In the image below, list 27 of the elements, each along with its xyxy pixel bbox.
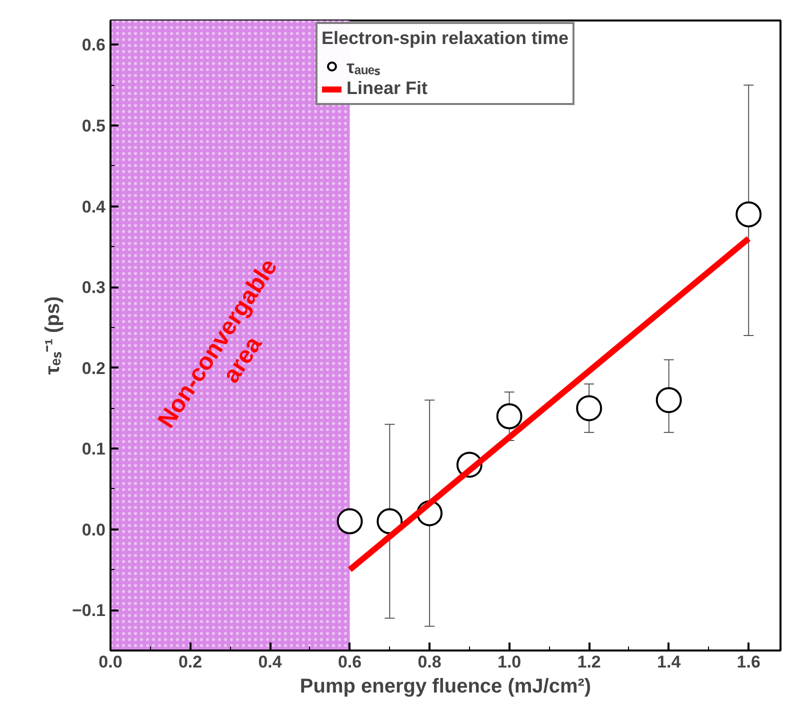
y-tick-label: 0.5 bbox=[82, 116, 106, 136]
x-tick-label: 0.6 bbox=[338, 652, 362, 672]
legend-title: Electron-spin relaxation time bbox=[321, 28, 569, 49]
x-tick-label: 0.2 bbox=[178, 652, 202, 672]
y-tick-label: 0.1 bbox=[82, 440, 106, 459]
legend-label: τₐᵤₑₛ bbox=[346, 56, 381, 78]
x-axis-title: Pump energy fluence (mJ/cm²) bbox=[300, 676, 592, 698]
legend-label: Linear Fit bbox=[346, 78, 428, 99]
x-tick-label: 0.0 bbox=[98, 652, 122, 672]
x-tick-label: 1.6 bbox=[736, 652, 760, 672]
point bbox=[736, 201, 762, 228]
y-axis-title: τₑₛ⁻¹ (ps) bbox=[42, 296, 64, 375]
y-tick-label: 0.3 bbox=[82, 278, 106, 298]
y-tick-label: 0.2 bbox=[82, 358, 106, 378]
x-tick-label: 1.4 bbox=[657, 652, 682, 672]
y-tick-label: 0.6 bbox=[82, 36, 106, 55]
point bbox=[576, 395, 602, 422]
y-tick-label: −0.1 bbox=[72, 601, 106, 620]
x-tick-label: 1.2 bbox=[577, 652, 601, 672]
x-tick-label: 1.0 bbox=[497, 652, 522, 672]
point bbox=[496, 403, 522, 430]
x-tick-label: 0.4 bbox=[258, 652, 282, 672]
y-tick-label: 0.4 bbox=[82, 197, 106, 216]
y-tick-label: 0.0 bbox=[82, 520, 106, 540]
x-tick-label: 0.8 bbox=[418, 652, 442, 672]
point bbox=[656, 387, 682, 414]
point bbox=[336, 508, 363, 534]
